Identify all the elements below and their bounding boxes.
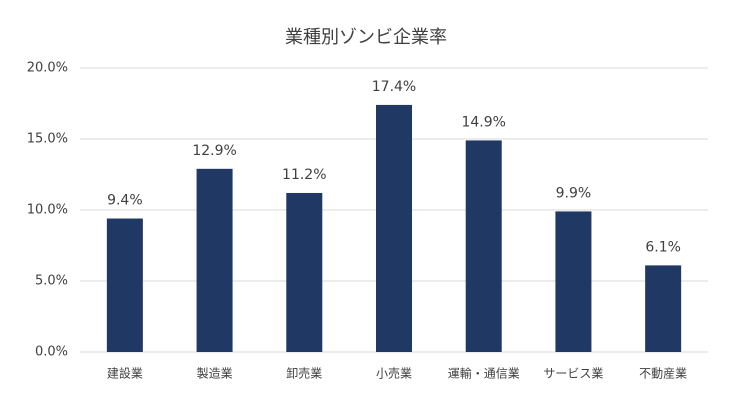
bar — [555, 211, 592, 352]
value-label: 17.4% — [372, 79, 416, 95]
value-label: 9.9% — [556, 185, 592, 201]
value-label: 9.4% — [107, 193, 143, 209]
value-label: 6.1% — [645, 239, 681, 255]
chart-title: 業種別ゾンビ企業率 — [285, 27, 447, 48]
value-label: 12.9% — [192, 143, 236, 159]
x-tick-label: サービス業 — [543, 367, 603, 381]
y-tick-label: 10.0% — [27, 203, 68, 218]
bar — [645, 265, 682, 352]
y-tick-label: 20.0% — [27, 61, 68, 76]
x-tick-label: 不動産業 — [639, 366, 687, 381]
bar — [286, 192, 323, 352]
value-label: 11.2% — [282, 167, 326, 183]
bar — [465, 140, 502, 352]
bar — [196, 168, 233, 352]
y-tick-label: 15.0% — [27, 132, 68, 147]
bar — [376, 104, 412, 352]
x-tick-label: 運輸・通信業 — [448, 366, 520, 381]
y-tick-label: 0.0% — [35, 345, 68, 360]
x-tick-label: 小売業 — [376, 366, 412, 381]
bar — [106, 218, 143, 352]
x-tick-label: 建設業 — [107, 366, 143, 381]
x-tick-label: 製造業 — [197, 367, 233, 381]
y-tick-label: 5.0% — [35, 274, 68, 289]
value-label: 14.9% — [461, 114, 505, 130]
x-tick-label: 卸売業 — [286, 366, 322, 381]
